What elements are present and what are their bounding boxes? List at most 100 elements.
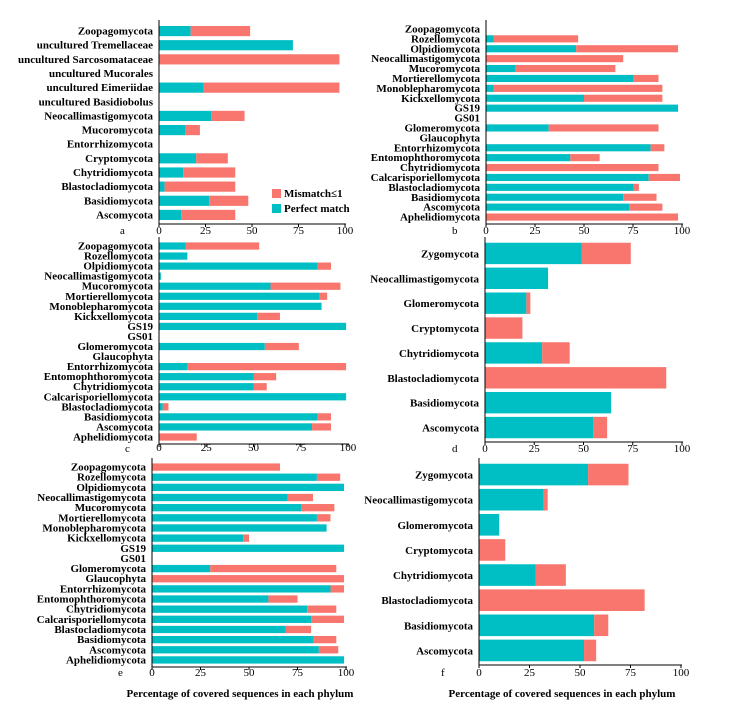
category-label-c-basidiomycota: Basidiomycota [84,411,154,423]
category-label-e-rozellomycota: Rozellomycota [77,472,147,484]
x-tick-label-d-25: 25 [529,443,541,455]
bar-f-basidiomycota-perfect [479,614,595,637]
bar-c-chytridiomycota-mismatch [253,383,267,391]
x-tick-label-c-100: 100 [340,442,357,454]
bar-e-chytridiomycota-perfect [152,605,308,613]
bar-b-glomeromycota-perfect [486,124,549,132]
category-label-b-gs01: GS01 [454,113,480,125]
bar-e-neocallimastigomycota-mismatch [287,493,314,502]
bar-b-calcarisporiellomycota-mismatch [648,173,681,182]
bar-c-ascomycota-perfect [159,423,313,431]
x-tick-label-b-25: 25 [530,225,542,237]
bar-e-mucoromycota-perfect [152,504,302,512]
bar-b-mucoromycota-perfect [486,64,516,73]
bar-b-ascomycota-mismatch [629,203,663,211]
category-label-b-calcarisporiellomycota: Calcarisporiellomycota [371,172,481,184]
category-label-b-kickxellomycota: Kickxellomycota [401,93,480,105]
x-axis-title-right: Percentage of covered sequences in each … [449,688,676,700]
category-label-b-glomeromycota: Glomeromycota [404,122,480,134]
panel-letter-f: f [441,667,445,679]
x-tick-label-f-50: 50 [575,667,587,679]
category-label-a-cryptomycota: Cryptomycota [85,153,153,165]
panel-a: Zoopagomycota uncultured Tremellaceae uncu… [18,20,354,237]
bar-d-zygomycota-mismatch [581,242,631,265]
bar-c-entorrhizomycota-perfect [159,363,188,371]
bar-e-glomeromycota-mismatch [210,564,337,573]
bar-a-basidiomycota-perfect [159,195,210,206]
legend-label-mismatch: Mismatch≤1 [284,188,343,200]
bar-c-basidiomycota-perfect [159,413,318,421]
panel-letter-b: b [452,225,458,237]
bar-a-chytridiomycota-mismatch [183,167,236,178]
category-label-e-entorrhizomycota: Entorrhizomycota [60,583,147,595]
category-label-e-ascomycota: Ascomycota [89,644,146,656]
category-label-c-gs01: GS01 [127,331,153,343]
bar-a-blastocladiomycota-mismatch [164,181,236,192]
bar-b-chytridiomycota-mismatch [486,163,659,172]
bar-d-glomeromycota-mismatch [526,292,531,314]
category-label-c-mortierellomycota: Mortierellomycota [65,291,153,303]
category-label-c-mucoromycota: Mucoromycota [82,281,154,293]
category-label-c-aphelidiomycota: Aphelidiomycota [73,431,154,443]
panel-letter-c: c [125,443,130,455]
x-tick-label-b-50: 50 [579,225,591,237]
bar-a-ascomycota-mismatch [181,209,236,221]
category-label-e-gs19: GS19 [120,543,146,555]
category-label-a-entorrhizomycota: Entorrhizomycota [67,139,154,151]
category-label-d-chytridiomycota: Chytridiomycota [399,348,480,360]
category-label-b-entomophthoromycota: Entomophthoromycota [371,152,481,164]
bar-e-kickxellomycota-mismatch [243,534,249,542]
category-label-b-gs19: GS19 [454,103,480,115]
bar-b-mortierellomycota-perfect [486,74,633,83]
bar-e-entorrhizomycota-mismatch [330,585,345,593]
bar-e-mortierellomycota-perfect [152,514,317,522]
bar-e-calcarisporiellomycota-perfect [152,615,312,623]
bar-b-monoblepharomycota-mismatch [493,84,663,92]
bar-c-gs19-perfect [159,322,347,331]
category-label-b-mucoromycota: Mucoromycota [409,63,481,75]
bar-b-rozellomycota-perfect [486,35,494,43]
category-label-d-zygomycota: Zygomycota [421,248,480,260]
bar-b-calcarisporiellomycota-perfect [486,173,649,182]
category-label-c-olpidiomycota: Olpidiomycota [83,261,153,273]
bar-a-zoopagomycota-perfect [159,25,191,37]
bar-e-basidiomycota-perfect [152,635,314,644]
x-tick-label-d-75: 75 [627,443,639,455]
bar-a-uncultured-sarcosomataceae-mismatch [159,54,340,65]
bar-d-ascomycota-mismatch [593,416,608,439]
category-label-c-ascomycota: Ascomycota [96,421,153,433]
bar-c-ascomycota-mismatch [312,423,331,431]
bar-e-mortierellomycota-mismatch [316,514,331,522]
bar-b-neocallimastigomycota-mismatch [486,55,624,63]
bar-b-aphelidiomycota-mismatch [486,213,679,221]
category-label-f-chytridiomycota: Chytridiomycota [393,570,474,582]
category-label-e-calcarisporiellomycota: Calcarisporiellomycota [37,614,147,626]
category-label-e-entomophthoromycota: Entomophthoromycota [37,594,147,606]
bar-c-olpidiomycota-perfect [159,262,318,270]
bar-c-rozellomycota-perfect [159,252,188,260]
bar-d-chytridiomycota-perfect [485,342,543,364]
bar-c-entomophthoromycota-mismatch [253,373,277,381]
bar-f-neocallimastigomycota-perfect [479,488,544,511]
category-label-b-entorrhizomycota: Entorrhizomycota [394,142,481,154]
x-tick-label-b-0: 0 [483,225,489,237]
bar-a-basidiomycota-mismatch [209,195,249,206]
bar-a-cryptomycota-mismatch [196,153,228,164]
bar-f-blastocladiomycota-mismatch [479,589,645,611]
x-tick-label-f-25: 25 [524,667,536,679]
bar-f-zygomycota-perfect [479,463,589,486]
bar-d-blastocladiomycota-mismatch [485,367,667,389]
x-tick-label-e-25: 25 [195,667,207,679]
bar-b-rozellomycota-mismatch [493,35,579,43]
category-label-c-zoopagomycota: Zoopagomycota [78,241,154,253]
bar-c-blastocladiomycota-mismatch [162,403,169,411]
category-label-e-glomeromycota: Glomeromycota [70,563,146,575]
category-label-f-basidiomycota: Basidiomycota [404,620,474,632]
category-label-c-entorrhizomycota: Entorrhizomycota [67,361,154,373]
bar-e-chytridiomycota-mismatch [307,605,337,613]
category-label-a-mucoromycota: Mucoromycota [82,125,154,137]
bar-e-mucoromycota-mismatch [301,504,335,512]
category-label-f-zygomycota: Zygomycota [415,470,474,482]
bar-f-chytridiomycota-mismatch [535,564,566,586]
category-label-c-monoblepharomycota: Monoblepharomycota [49,301,153,313]
